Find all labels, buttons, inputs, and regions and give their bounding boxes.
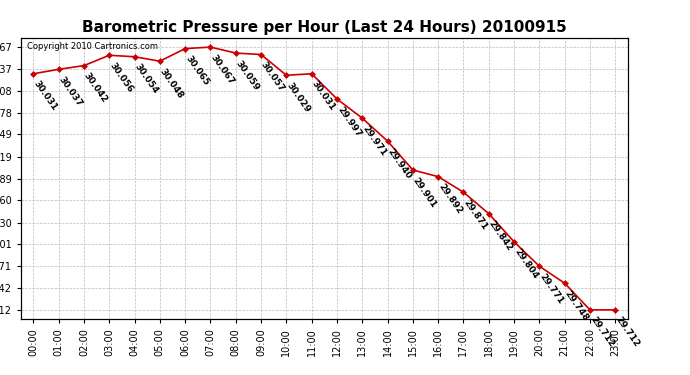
Text: 29.892: 29.892 xyxy=(436,182,464,216)
Text: 29.712: 29.712 xyxy=(588,315,615,349)
Text: 29.871: 29.871 xyxy=(462,198,489,231)
Text: 30.059: 30.059 xyxy=(234,58,261,92)
Text: 30.056: 30.056 xyxy=(108,61,135,94)
Text: 30.037: 30.037 xyxy=(57,75,84,108)
Text: 29.971: 29.971 xyxy=(360,124,388,158)
Text: 29.997: 29.997 xyxy=(335,105,363,138)
Text: 30.029: 30.029 xyxy=(284,81,312,114)
Text: 30.031: 30.031 xyxy=(32,80,59,112)
Text: 29.804: 29.804 xyxy=(512,248,540,281)
Text: 30.067: 30.067 xyxy=(208,53,236,86)
Text: 30.031: 30.031 xyxy=(310,80,337,112)
Text: 29.940: 29.940 xyxy=(386,147,413,180)
Text: 29.771: 29.771 xyxy=(538,272,565,306)
Text: 29.842: 29.842 xyxy=(487,219,514,253)
Text: Copyright 2010 Cartronics.com: Copyright 2010 Cartronics.com xyxy=(27,42,158,51)
Text: 29.712: 29.712 xyxy=(613,315,641,349)
Text: 30.057: 30.057 xyxy=(259,60,286,93)
Text: 30.042: 30.042 xyxy=(82,71,109,105)
Text: 29.748: 29.748 xyxy=(563,289,590,322)
Title: Barometric Pressure per Hour (Last 24 Hours) 20100915: Barometric Pressure per Hour (Last 24 Ho… xyxy=(82,20,566,35)
Text: 30.054: 30.054 xyxy=(132,62,160,96)
Text: 29.901: 29.901 xyxy=(411,176,438,209)
Text: 30.048: 30.048 xyxy=(158,67,185,100)
Text: 30.065: 30.065 xyxy=(184,54,210,87)
